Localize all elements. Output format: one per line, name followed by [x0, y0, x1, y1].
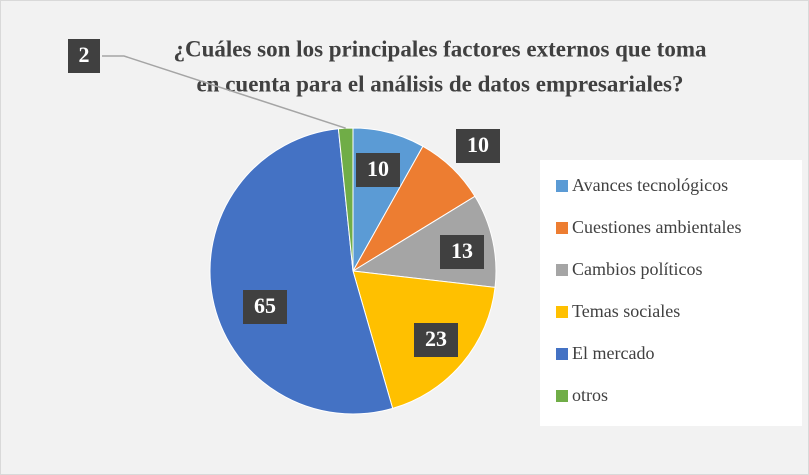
- legend-box: [540, 160, 802, 426]
- leader-line: [102, 55, 346, 129]
- legend-swatch: [556, 390, 568, 402]
- legend-label: Cuestiones ambientales: [572, 217, 741, 237]
- data-label: 10: [467, 132, 489, 157]
- pie-slice: [337, 127, 354, 272]
- data-label: 2: [79, 42, 90, 67]
- label-box: [440, 235, 484, 269]
- legend-label: Cambios políticos: [572, 259, 703, 279]
- data-label: 10: [367, 156, 389, 181]
- legend-label: El mercado: [572, 343, 654, 363]
- legend-swatch: [556, 222, 568, 234]
- chart-title: en cuenta para el análisis de datos empr…: [196, 71, 683, 96]
- legend-swatch: [556, 180, 568, 192]
- data-label: 13: [451, 238, 473, 263]
- legend-swatch: [556, 306, 568, 318]
- label-box: [414, 323, 458, 357]
- legend-swatch: [556, 348, 568, 360]
- pie-slice: [209, 128, 394, 415]
- legend-label: Avances tecnológicos: [572, 175, 728, 195]
- data-label: 65: [254, 293, 276, 318]
- label-box: [68, 39, 100, 73]
- legend-label: otros: [572, 385, 608, 405]
- data-label: 23: [425, 326, 447, 351]
- legend-swatch: [556, 264, 568, 276]
- label-box: [356, 153, 400, 187]
- legend-label: Temas sociales: [572, 301, 680, 321]
- label-box: [243, 290, 287, 324]
- chart-title: ¿Cuáles son los principales factores ext…: [173, 36, 707, 61]
- label-box: [456, 129, 500, 163]
